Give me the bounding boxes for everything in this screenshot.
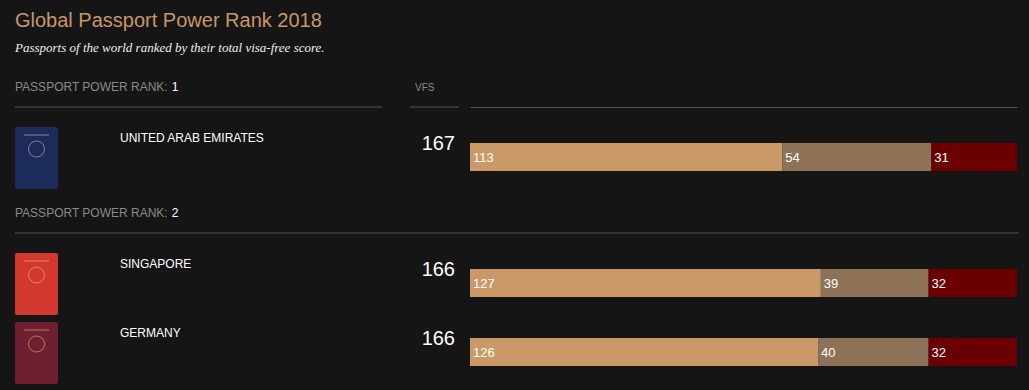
bar-segment [931, 143, 1017, 171]
bar-segment [929, 338, 1017, 366]
background [0, 0, 1029, 390]
data-label: 113 [473, 150, 494, 165]
passport-emblem [29, 141, 45, 157]
score-value: 167 [422, 132, 455, 154]
passport-line [24, 135, 49, 136]
passport-icon [15, 127, 58, 189]
passport-emblem [29, 336, 45, 352]
passport-line [24, 261, 49, 262]
bar-segment [929, 269, 1017, 297]
header-rule [410, 107, 459, 108]
passport-emblem [29, 267, 45, 283]
data-label: 126 [473, 345, 495, 360]
subtitle: Passports of the world ranked by their t… [14, 40, 325, 55]
data-label: 40 [821, 345, 835, 360]
data-label: 127 [473, 276, 495, 291]
rank-label: PASSPORT POWER RANK: [15, 206, 168, 220]
data-label: 31 [934, 150, 948, 165]
passport-icon [15, 253, 58, 315]
x-axis [471, 107, 1018, 108]
rank-value: 2 [172, 206, 179, 220]
country-label: GERMANY [120, 326, 181, 340]
bar-segment [821, 269, 929, 297]
rank-header: PASSPORT POWER RANK: 2 [15, 206, 179, 220]
rank-value: 1 [172, 80, 179, 94]
title: Global Passport Power Rank 2018 [15, 9, 322, 31]
header-rule [15, 233, 1019, 234]
bar-segment [470, 269, 821, 297]
bar-segment [818, 338, 929, 366]
bar-segment [470, 143, 782, 171]
data-label: 32 [932, 276, 946, 291]
bar-segment [470, 338, 818, 366]
rank-header: PASSPORT POWER RANK: 1 [15, 80, 179, 94]
bars [470, 143, 1017, 366]
data-label: 54 [785, 150, 799, 165]
passport-cover [15, 253, 58, 315]
rank-label: PASSPORT POWER RANK: [15, 80, 168, 94]
passport-line [24, 330, 49, 331]
bar-segment [782, 143, 931, 171]
passport-cover [15, 322, 58, 384]
data-label: 39 [824, 276, 838, 291]
score-value: 166 [422, 327, 455, 349]
score-header: VFS [415, 82, 435, 93]
country-label: UNITED ARAB EMIRATES [120, 131, 264, 145]
chart: Global Passport Power Rank 2018 Passports… [0, 0, 1029, 390]
data-label: 32 [932, 345, 946, 360]
axis-line [471, 107, 1018, 108]
data-labels: 113 127 126 54 39 40 31 32 32 [473, 150, 949, 360]
header-rule [15, 107, 382, 108]
passport-cover [15, 127, 58, 189]
score-value: 166 [422, 258, 455, 280]
passport-icon [15, 322, 58, 384]
country-label: SINGAPORE [120, 257, 191, 271]
